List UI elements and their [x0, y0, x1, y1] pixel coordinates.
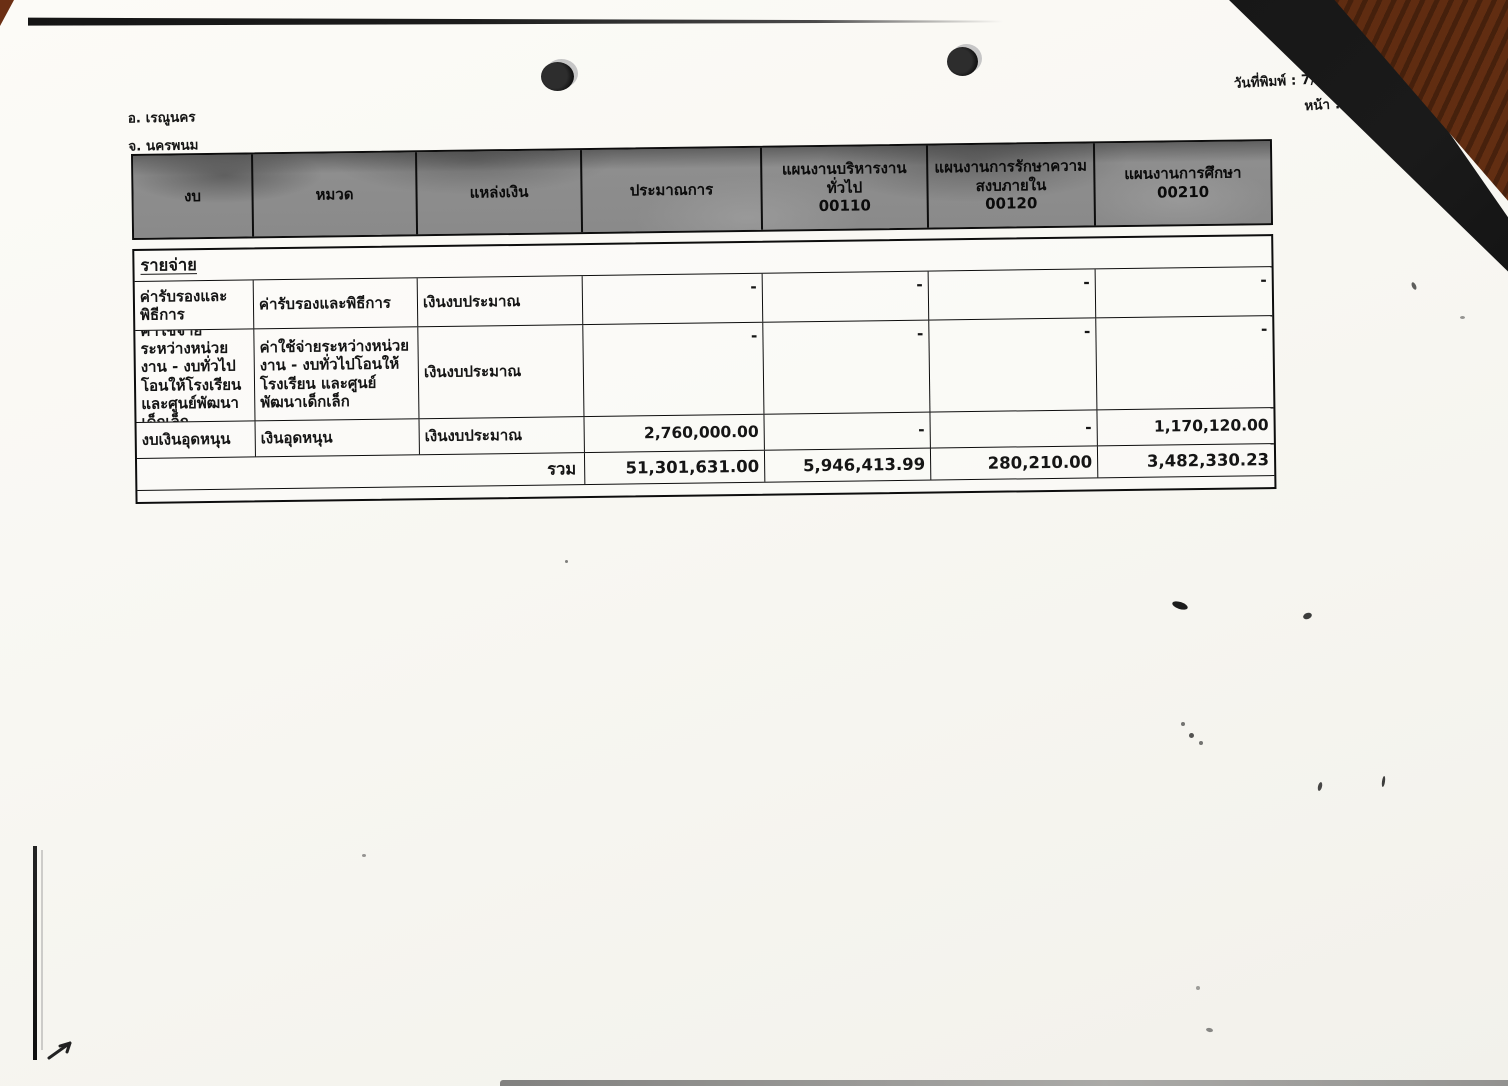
table-cell: เงินงบประมาณ [416, 276, 583, 327]
table-cell-amount: - [1095, 316, 1274, 410]
table-cell-amount: - [927, 269, 1096, 320]
total-amount-00120: 280,210.00 [929, 446, 1098, 480]
scan-speck [1410, 281, 1418, 291]
scan-speck [362, 854, 366, 857]
scan-speck [1199, 741, 1203, 745]
punch-hole-left [541, 62, 574, 91]
table-row: ค่าใช้จ่ายระหว่างหน่วยงาน - งบทั่วไปโอนใ… [135, 315, 1274, 422]
scan-speck [1316, 781, 1324, 792]
punch-hole-right [947, 47, 978, 76]
column-header-budget: งบ [183, 186, 202, 205]
table-cell: ค่าใช้จ่ายระหว่างหน่วยงาน - งบทั่วไปโอนใ… [140, 329, 242, 422]
table-header-row: งบ หมวด แหล่งเงิน ประมาณการ แผนงานบริหาร… [131, 139, 1274, 240]
table-cell-amount: 2,760,000.00 [583, 414, 764, 453]
desk-corner-chip [0, 0, 14, 26]
total-amount-00210: 3,482,330.23 [1096, 444, 1275, 478]
total-amount-00110: 5,946,413.99 [763, 448, 931, 482]
table-cell-amount: - [582, 322, 764, 417]
table-cell-amount: - [761, 271, 929, 322]
total-label: รวม [547, 458, 577, 479]
scan-speck [1181, 722, 1185, 726]
table-cell: เงินงบประมาณ [418, 417, 584, 455]
scan-speck [565, 560, 568, 563]
table-cell-amount: - [929, 410, 1097, 448]
scan-speck [1196, 986, 1200, 990]
print-meta-block: วันที่พิมพ์ : 7/4/2564 หน้า : 5/8 [1171, 65, 1369, 126]
table-cell: เงินอุดหนุน [254, 419, 419, 457]
column-header-plan-00210: แผนงานการศึกษา 00210 [1092, 141, 1272, 226]
scan-speck [1381, 775, 1386, 788]
paper-top-edge-shadow [28, 17, 1013, 26]
table-cell: เงินงบประมาณ [417, 325, 584, 419]
scan-edge-line-echo [41, 850, 43, 1050]
column-header-plan-00120: แผนงานการรักษาความสงบภายใน 00120 [925, 143, 1095, 228]
scan-speck [1189, 733, 1194, 738]
column-header-category: หมวด [251, 152, 417, 237]
table-cell: ค่ารับรองและพิธีการ [139, 286, 228, 324]
total-amount-estimate: 51,301,631.00 [583, 450, 765, 485]
pen-mark [46, 1038, 78, 1064]
table-cell: งบเงินอุดหนุน [141, 430, 231, 450]
scan-speck [1205, 1027, 1214, 1033]
district-label: อ. เรณูนคร [127, 109, 196, 127]
table-body: รายจ่าย ค่ารับรองและพิธีการ ค่ารับรองและ… [132, 234, 1277, 504]
column-header-plan-00110: แผนงานบริหารงานทั่วไป 00110 [759, 145, 928, 230]
table-cell-amount: - [763, 412, 930, 450]
table-cell: ค่ารับรองและพิธีการ [252, 278, 418, 329]
column-header-fund-source: แหล่งเงิน [415, 150, 582, 235]
section-label-expenses: รายจ่าย [140, 255, 197, 275]
scan-edge-line [33, 846, 37, 1060]
budget-table: งบ หมวด แหล่งเงิน ประมาณการ แผนงานบริหาร… [131, 139, 1277, 504]
table-cell-amount: - [762, 320, 930, 414]
scan-speck [1171, 599, 1189, 612]
table-cell-amount: - [1094, 267, 1273, 318]
column-header-estimate: ประมาณการ [579, 147, 762, 233]
table-cell-amount: - [928, 318, 1097, 412]
table-cell: ค่าใช้จ่ายระหว่างหน่วยงาน - งบทั่วไปโอนใ… [253, 327, 419, 421]
table-cell-amount: 1,170,120.00 [1096, 408, 1274, 446]
scan-speck [1460, 316, 1465, 319]
scan-speck [1302, 611, 1313, 621]
table-cell-amount: - [581, 273, 763, 325]
scan-bottom-shadow [500, 1080, 1508, 1086]
